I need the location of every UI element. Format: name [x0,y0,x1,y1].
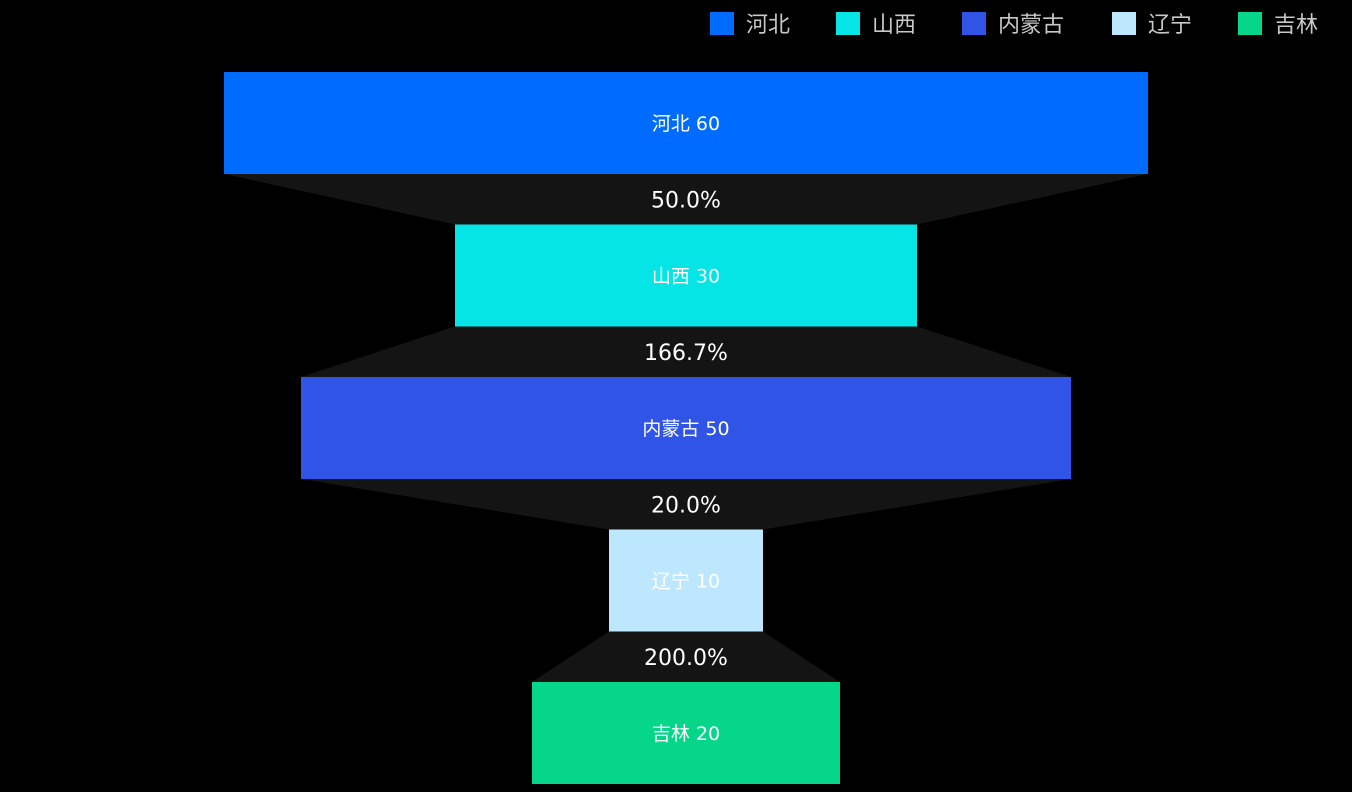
bar-label: 辽宁 10 [652,571,720,593]
legend-label: 山西 [872,13,916,38]
legend-item[interactable]: 吉林 [1238,12,1318,38]
legend-label: 内蒙古 [998,13,1064,38]
legend-item[interactable]: 河北 [710,12,790,38]
funnel-connector [224,174,1148,225]
funnel-conversion-labels: 50.0% 166.7% 20.0% 200.0% [644,188,728,671]
chart-legend: 河北 山西 内蒙古 辽宁 吉林 [710,12,1318,38]
legend-swatch [1238,12,1262,35]
funnel-connectors [224,174,1148,682]
funnel-connector [532,631,840,682]
conversion-label: 50.0% [651,188,721,213]
funnel-bar [455,224,917,327]
funnel-connector [301,479,1071,530]
funnel-bar-labels: 河北 60 山西 30 内蒙古 50 辽宁 10 吉林 20 [642,113,729,745]
legend-swatch [710,12,734,35]
bar-label: 河北 60 [652,113,720,135]
conversion-label: 200.0% [644,646,728,671]
bar-label: 山西 30 [652,266,720,288]
legend-label: 河北 [746,13,790,38]
funnel-bar [532,682,840,784]
funnel-bar [301,377,1071,479]
legend-item[interactable]: 山西 [836,12,916,38]
legend-label: 吉林 [1274,13,1318,38]
funnel-bar [224,72,1148,174]
legend-swatch [836,12,860,35]
conversion-label: 20.0% [651,493,721,518]
legend-item[interactable]: 辽宁 [1112,12,1192,38]
conversion-label: 166.7% [644,341,728,366]
bar-label: 吉林 20 [652,723,720,745]
legend-item[interactable]: 内蒙古 [962,12,1064,38]
legend-label: 辽宁 [1148,13,1192,38]
legend-swatch [1112,12,1136,35]
bar-label: 内蒙古 50 [642,418,729,440]
funnel-connector [301,326,1071,377]
legend-swatch [962,12,986,35]
funnel-bar [609,529,763,632]
funnel-bars [224,72,1148,784]
